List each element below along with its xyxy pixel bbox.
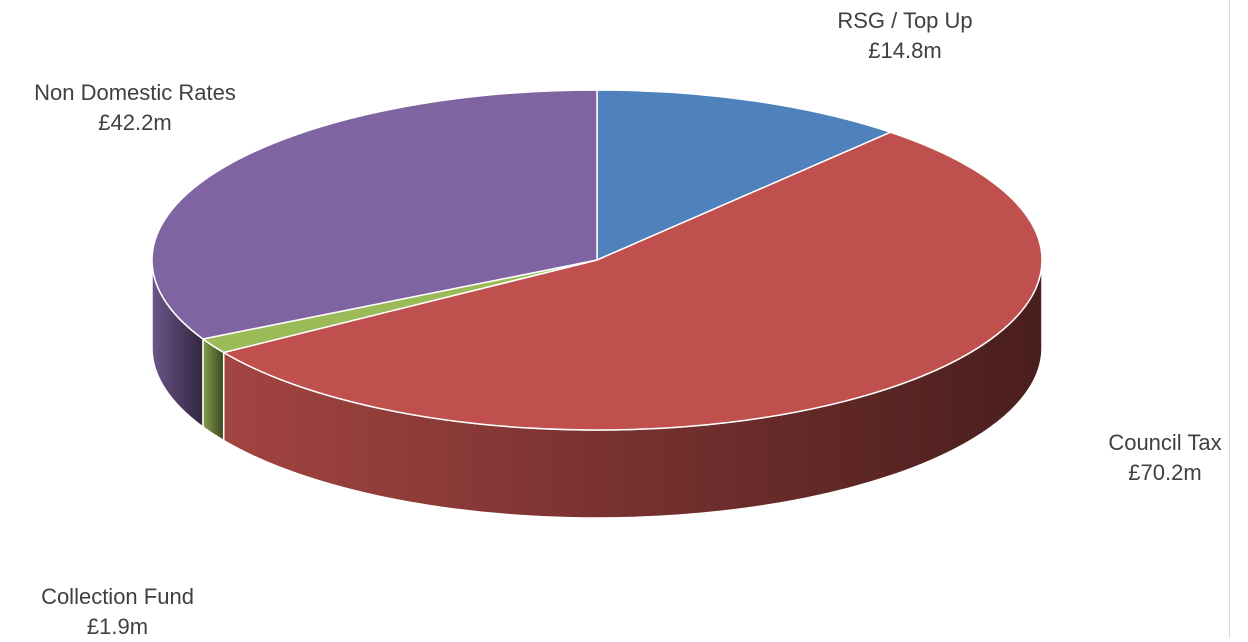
slice-label-collection-fund: Collection Fund £1.9m [0, 582, 235, 642]
slice-name: RSG / Top Up [837, 8, 973, 33]
slice-label-non-domestic-rates: Non Domestic Rates £42.2m [0, 78, 270, 138]
pie-slice-3 [151, 89, 598, 340]
slice-name: Collection Fund [41, 584, 194, 609]
slice-label-rsg: RSG / Top Up £14.8m [780, 6, 1030, 66]
slice-value: £14.8m [868, 38, 942, 63]
slice-value: £70.2m [1128, 460, 1202, 485]
slice-value: £42.2m [98, 110, 172, 135]
pie-slice-0 [596, 89, 892, 261]
chart-border [1229, 0, 1230, 638]
slice-name: Non Domestic Rates [34, 80, 236, 105]
pie-side-2 [202, 337, 225, 442]
slice-name: Council Tax [1108, 430, 1222, 455]
slice-value: £1.9m [86, 614, 149, 639]
pie-slice-1 [222, 131, 1043, 431]
slice-label-council-tax: Council Tax £70.2m [1070, 428, 1248, 488]
